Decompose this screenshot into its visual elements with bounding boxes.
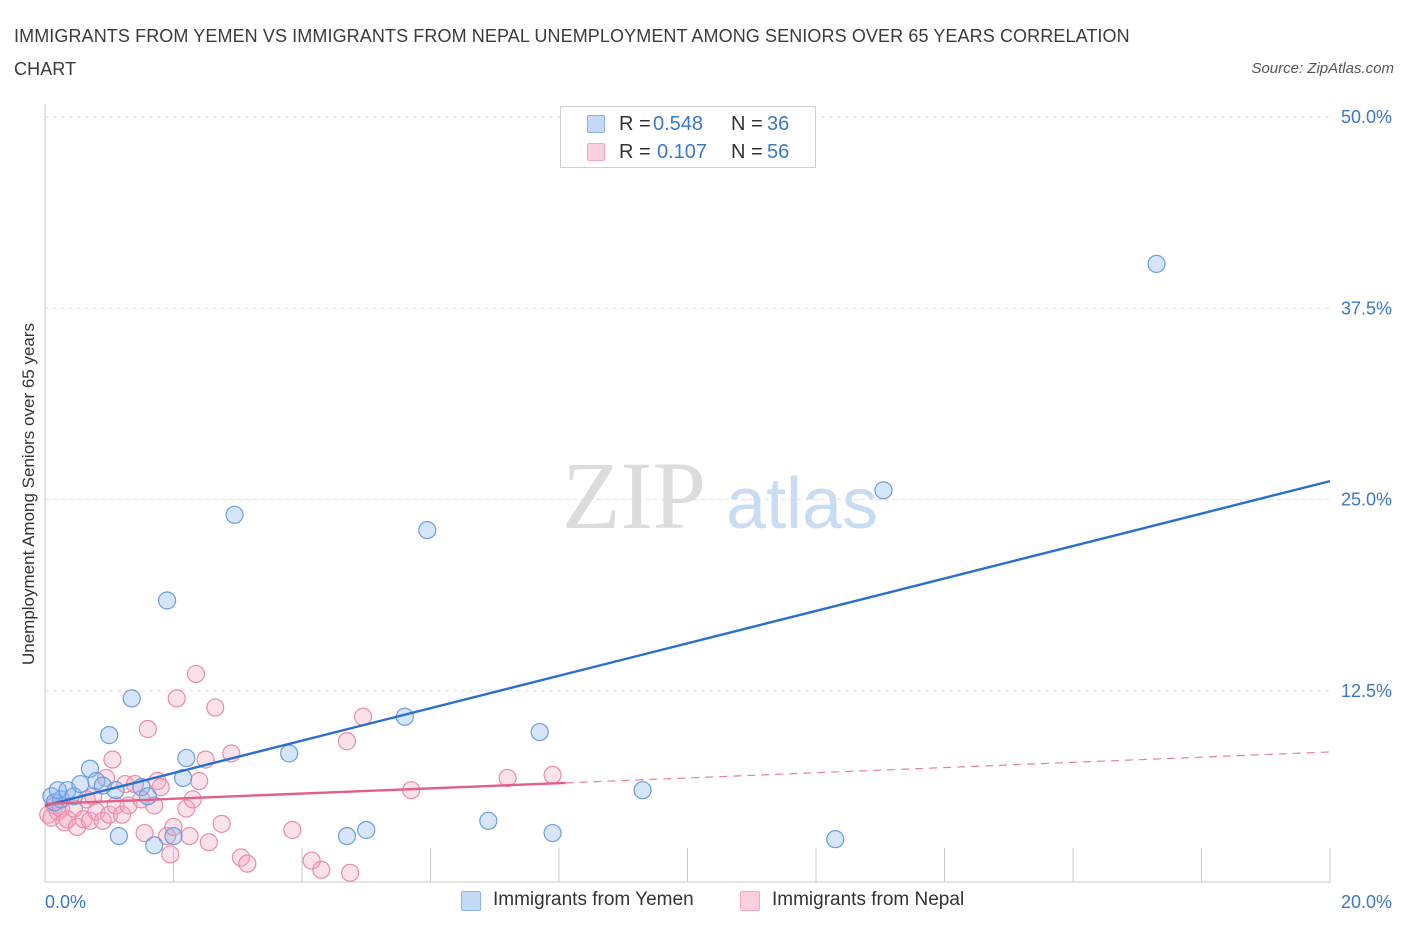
- legend-swatch-yemen: [461, 891, 481, 911]
- point-yemen: [337, 826, 357, 846]
- y-tick-label: 12.5%: [1341, 681, 1392, 701]
- point-nepal: [543, 765, 562, 785]
- point-yemen: [826, 830, 845, 849]
- point-yemen: [87, 771, 106, 791]
- y-tick-label: 25.0%: [1341, 490, 1392, 510]
- tick-labels: 12.5% 25.0% 37.5% 50.0% 0.0% 20.0%: [45, 107, 1392, 912]
- trend-yemen: [44, 479, 1331, 807]
- point-yemen: [164, 826, 183, 846]
- point-yemen: [48, 781, 67, 800]
- legend-swatch-nepal: [740, 891, 760, 911]
- data-points: [39, 254, 1166, 882]
- point-nepal: [112, 805, 132, 824]
- legend-swatch-nepal: [587, 143, 605, 161]
- legend-n-value: 36: [767, 113, 790, 135]
- point-nepal: [145, 796, 164, 815]
- point-yemen: [100, 726, 119, 745]
- point-nepal: [164, 817, 183, 837]
- point-nepal: [138, 719, 157, 739]
- watermark: ZIP atlas: [562, 442, 878, 549]
- point-nepal: [135, 823, 154, 843]
- chart-title: IMMIGRANTS FROM YEMEN VS IMMIGRANTS FROM…: [14, 26, 1130, 79]
- source-label: Source: ZipAtlas.com: [1251, 60, 1394, 77]
- point-nepal: [302, 851, 321, 870]
- point-yemen: [543, 823, 562, 843]
- correlation-legend: R = 0.548 N = 36 R = 0.107 N = 56: [560, 106, 816, 168]
- point-yemen: [280, 744, 299, 763]
- x-tick-label: 0.0%: [45, 892, 86, 912]
- point-nepal: [180, 826, 199, 846]
- legend-r-label: R =: [619, 141, 651, 163]
- point-yemen: [1147, 254, 1166, 273]
- grid-lines: [45, 116, 1330, 692]
- legend-n-label: N =: [731, 113, 763, 135]
- y-axis-label: Unemployment Among Seniors over 65 years: [19, 323, 38, 665]
- point-yemen: [122, 689, 141, 708]
- point-yemen: [177, 748, 196, 768]
- point-nepal: [80, 811, 100, 830]
- y-tick-label: 50.0%: [1341, 107, 1392, 127]
- point-yemen: [874, 481, 893, 500]
- point-nepal: [212, 814, 231, 833]
- series-legend: Immigrants from Yemen Immigrants from Ne…: [0, 888, 1406, 916]
- point-yemen: [71, 774, 90, 794]
- trend-lines: [44, 479, 1331, 807]
- watermark-atlas: atlas: [726, 464, 878, 544]
- point-nepal: [151, 778, 170, 797]
- point-nepal: [100, 805, 119, 824]
- point-yemen: [145, 836, 164, 855]
- point-yemen: [138, 787, 157, 806]
- point-yemen: [479, 811, 498, 830]
- point-nepal: [498, 768, 517, 788]
- point-nepal: [312, 860, 331, 879]
- legend-label-nepal: Immigrants from Nepal: [772, 889, 965, 910]
- point-yemen: [530, 722, 549, 742]
- x-tick-label: 20.0%: [1341, 892, 1392, 912]
- legend-r-value: 0.548: [653, 113, 704, 135]
- legend-r-label: R =: [619, 113, 651, 135]
- point-yemen: [418, 520, 437, 540]
- point-nepal: [157, 826, 177, 846]
- point-nepal: [186, 664, 206, 684]
- point-nepal: [337, 732, 357, 751]
- point-nepal: [167, 689, 186, 708]
- point-yemen: [633, 781, 652, 800]
- point-nepal: [177, 799, 196, 818]
- point-nepal: [161, 845, 180, 864]
- point-yemen: [225, 505, 244, 524]
- point-yemen: [109, 826, 128, 846]
- point-nepal: [58, 810, 77, 829]
- point-yemen: [357, 820, 376, 840]
- legend-swatch-yemen: [587, 115, 605, 133]
- watermark-zip: ZIP: [562, 442, 706, 549]
- legend-label-yemen: Immigrants from Yemen: [493, 889, 694, 910]
- y-tick-label: 37.5%: [1341, 298, 1392, 318]
- legend-n-label: N =: [731, 141, 763, 163]
- point-nepal: [190, 771, 209, 791]
- point-nepal: [206, 698, 225, 717]
- trend-nepal: [44, 781, 566, 806]
- point-nepal: [238, 854, 257, 873]
- point-nepal: [341, 863, 360, 882]
- axes: [44, 104, 1331, 883]
- point-nepal: [283, 820, 302, 840]
- point-yemen: [157, 591, 177, 610]
- legend-n-value: 56: [767, 141, 790, 163]
- point-nepal: [103, 750, 122, 769]
- legend-r-value: 0.107: [657, 141, 708, 163]
- trend-nepal-extension: [565, 751, 1331, 784]
- point-nepal: [199, 833, 218, 852]
